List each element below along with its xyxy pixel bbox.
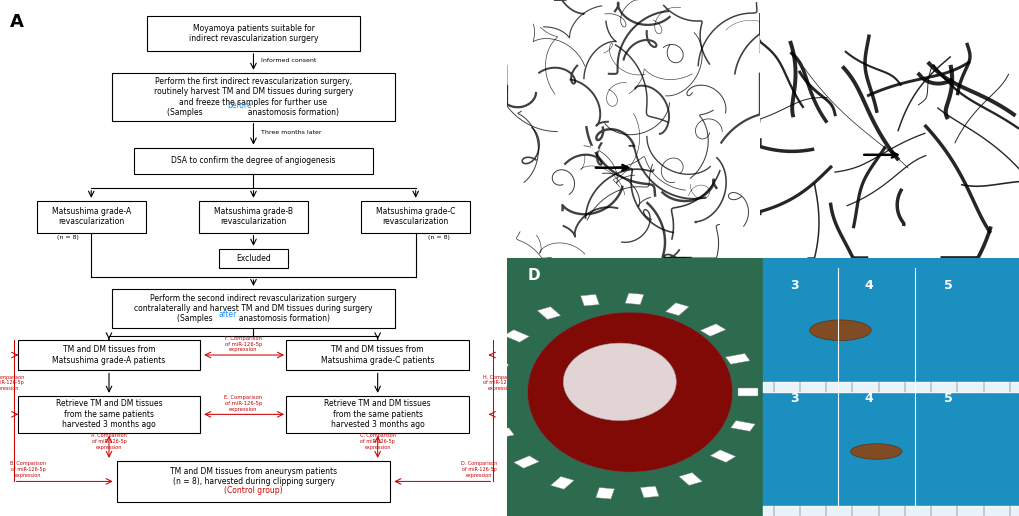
Text: G. Comparison
of miR-126-5p
expression: G. Comparison of miR-126-5p expression [0, 375, 24, 391]
Text: Perform the first indirect revascularization surgery,
routinely harvest TM and D: Perform the first indirect revasculariza… [154, 77, 353, 117]
Bar [625, 293, 643, 304]
Text: 3: 3 [789, 392, 798, 405]
Text: C. Comparison
of miR-126-5p
expression: C. Comparison of miR-126-5p expression [360, 433, 395, 450]
FancyBboxPatch shape [116, 461, 390, 502]
Text: D: D [527, 268, 539, 283]
Text: E. Comparison
of miR-126-5p
expression: E. Comparison of miR-126-5p expression [224, 395, 262, 412]
FancyBboxPatch shape [147, 16, 360, 51]
Text: (Control group): (Control group) [224, 486, 282, 495]
Ellipse shape [850, 444, 901, 459]
FancyBboxPatch shape [286, 396, 469, 433]
Text: Informed consent: Informed consent [261, 58, 316, 63]
Bar [580, 295, 599, 306]
FancyBboxPatch shape [361, 201, 470, 233]
Bar [709, 450, 735, 462]
Text: 4: 4 [863, 392, 872, 405]
Text: 4: 4 [863, 279, 872, 292]
Text: Matsushima grade-B
revascularization: Matsushima grade-B revascularization [214, 207, 292, 227]
Text: TM and DM tissues from aneurysm patients
(n = 8), harvested during clipping surg: TM and DM tissues from aneurysm patients… [170, 466, 336, 496]
Text: (n = 8): (n = 8) [57, 235, 79, 240]
FancyBboxPatch shape [17, 396, 200, 433]
Text: A: A [10, 13, 24, 31]
Text: Perform the second indirect revascularization surgery
contralaterally and harves: Perform the second indirect revasculariz… [135, 294, 372, 324]
FancyBboxPatch shape [286, 340, 469, 370]
Text: Matsushima grade-A
revascularization: Matsushima grade-A revascularization [52, 207, 130, 227]
Bar [679, 473, 702, 486]
Text: before: before [227, 101, 252, 110]
Bar [595, 488, 613, 499]
Text: Retrieve TM and DM tissues
from the same patients
harvested 3 months ago: Retrieve TM and DM tissues from the same… [324, 399, 431, 429]
Bar [489, 428, 514, 439]
Bar [730, 421, 754, 431]
Text: Matsushima grade-C
revascularization: Matsushima grade-C revascularization [376, 207, 454, 227]
FancyBboxPatch shape [37, 201, 146, 233]
Ellipse shape [809, 320, 870, 341]
Text: F. Comparison
of miR-126-5p
expression: F. Comparison of miR-126-5p expression [224, 336, 262, 352]
Bar [484, 361, 508, 372]
Bar [503, 330, 529, 342]
Text: DSA to confirm the degree of angiogenesis: DSA to confirm the degree of angiogenesi… [171, 156, 335, 166]
FancyBboxPatch shape [111, 73, 395, 121]
Ellipse shape [527, 312, 732, 472]
Text: (n = 8): (n = 8) [427, 235, 449, 240]
Text: H. Comparison
of miR-126-5p
expression: H. Comparison of miR-126-5p expression [482, 375, 519, 391]
FancyBboxPatch shape [135, 148, 372, 174]
Text: B. Comparison
of miR-126-5p
expression: B. Comparison of miR-126-5p expression [10, 461, 46, 478]
Bar [725, 353, 749, 364]
Text: Retrieve TM and DM tissues
from the same patients
harvested 3 months ago: Retrieve TM and DM tissues from the same… [56, 399, 162, 429]
FancyBboxPatch shape [199, 201, 308, 233]
Bar [700, 324, 726, 336]
Text: D. Comparison
of miR-126-5p
expression: D. Comparison of miR-126-5p expression [461, 461, 496, 478]
Text: after: after [219, 310, 237, 319]
Text: TM and DM tissues from
Matsushima grade-C patients: TM and DM tissues from Matsushima grade-… [321, 345, 434, 365]
Bar [537, 307, 560, 319]
Text: TM and DM tissues from
Matsushima grade-A patients: TM and DM tissues from Matsushima grade-… [52, 345, 165, 365]
Text: C: C [769, 10, 781, 25]
Ellipse shape [562, 343, 676, 421]
Bar [550, 476, 574, 489]
Text: 5: 5 [943, 392, 952, 405]
FancyBboxPatch shape [219, 249, 287, 268]
Text: Excluded: Excluded [235, 254, 271, 263]
Text: A. Comparison
of miR-126-5p
expression: A. Comparison of miR-126-5p expression [91, 433, 126, 450]
Text: Moyamoya patients suitable for
indirect revascularization surgery: Moyamoya patients suitable for indirect … [189, 24, 318, 43]
Text: Three months later: Three months later [261, 130, 321, 135]
Bar [640, 486, 658, 497]
Bar [481, 396, 501, 404]
Bar [514, 456, 539, 469]
Text: 3: 3 [789, 279, 798, 292]
Text: 5: 5 [943, 279, 952, 292]
Bar [664, 303, 689, 316]
FancyBboxPatch shape [17, 340, 200, 370]
Bar [737, 388, 757, 396]
FancyBboxPatch shape [111, 289, 395, 328]
Text: B: B [517, 10, 528, 25]
